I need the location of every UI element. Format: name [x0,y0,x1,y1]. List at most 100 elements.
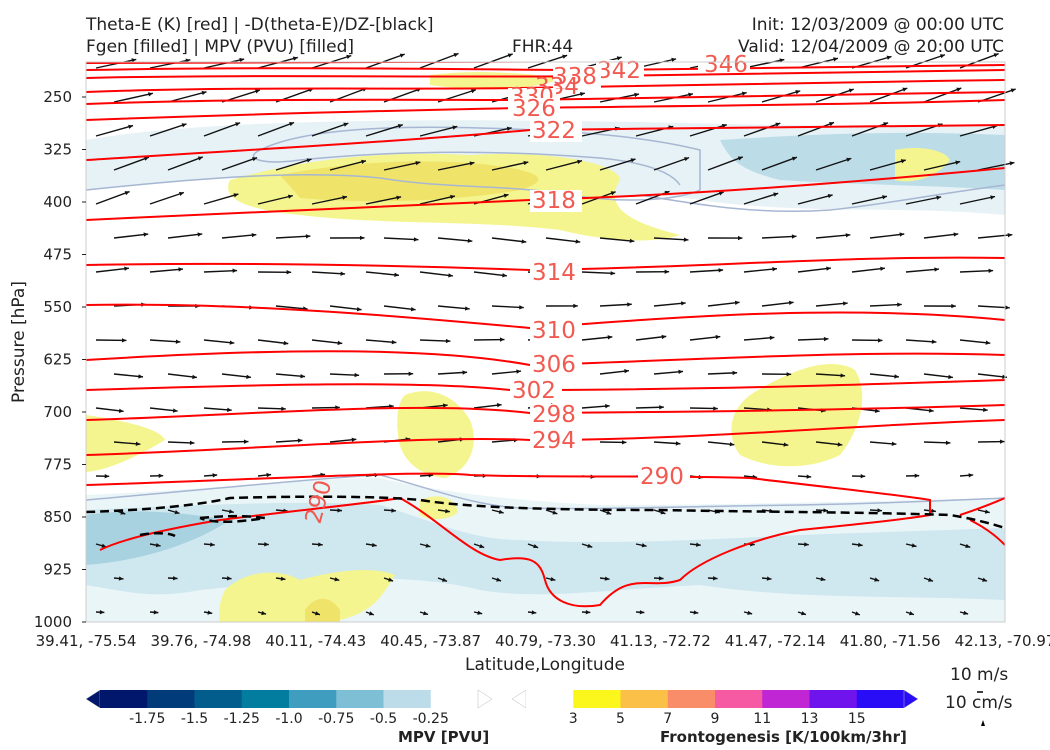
colorbar-tick-label: -1.75 [129,711,165,727]
y-tick-label: 700 [43,403,72,421]
title-line-1: Theta-E (K) [red] | -D(theta-E)/DZ-[blac… [86,15,434,35]
wind-vector-shaft [707,301,740,307]
wind-vector-head [823,508,828,513]
theta-e-line-334 [86,79,1005,93]
wind-vector-shaft [599,237,635,242]
colorbar-tick-label: -0.5 [370,711,397,727]
wind-vector-head [610,271,616,276]
theta-e-label-298: 298 [532,402,576,428]
wind-vector-head [368,611,374,616]
wind-vector-shaft [797,121,835,137]
colorbar-swatch [100,690,148,708]
wind-vector-shaft [491,161,529,171]
colorbar-tick-label: 9 [711,711,720,727]
wind-vector-head [138,374,144,379]
wind-vector-head [715,334,721,340]
wind-vector-head [453,53,459,58]
wind-vector-shaft [743,192,779,205]
wind-reference-vertical: 10 cm/s [945,693,1013,713]
wind-vector-shaft [167,156,204,171]
wind-vector-head [531,610,537,615]
wind-vector-head [897,302,902,307]
wind-vector-shaft [959,407,988,411]
wind-vector-head [1010,88,1016,93]
wind-vector-head [128,124,134,129]
wind-vector-head [688,92,693,97]
y-tick-label: 475 [43,246,72,264]
theta-e-label-326: 326 [512,96,556,122]
wind-vector-head [877,508,882,513]
wind-vector-head [766,576,772,581]
wind-vector-head [605,403,610,409]
wind-vector-head [413,237,419,242]
wind-vector-shaft [689,123,727,137]
wind-vector-head [507,53,513,58]
wind-vector-head [585,610,591,615]
wind-vector-head [783,442,789,447]
wind-vector-shaft [365,339,397,344]
wind-vector-head [143,232,149,237]
wind-vector-head [233,193,239,198]
wind-vector-head [948,374,953,380]
wind-vector-head [955,160,961,165]
wind-vector-head [346,54,352,60]
colorbar-swatch [194,690,243,708]
wind-vector-shaft [203,269,238,273]
wind-vector-shaft [113,156,150,171]
wind-vector-shaft [383,161,421,171]
y-axis: 250 325 400 475 550 625 700 775 850 925 1000 [34,88,86,631]
wind-vector-head [891,441,897,446]
x-tick-label: 40.11, -74.43 [265,632,366,650]
wind-vector-head [940,54,945,59]
wind-vector-head [212,473,218,478]
wind-vector-head [371,542,377,548]
wind-vector-head [246,374,251,379]
wind-vector-head [178,191,184,197]
wind-vector-head [448,273,453,278]
wind-vector-head [155,542,161,548]
wind-vector-shaft [635,335,667,341]
y-tick-label: 400 [43,193,72,211]
wind-vector-head [289,122,295,127]
wind-vector-head [908,611,914,616]
wind-vector-head [788,300,794,305]
wind-vector-shaft [419,339,451,342]
wind-vector-head [786,372,792,377]
init-time: Init: 12/03/2009 @ 00:00 UTC [751,15,1004,35]
wind-vector-head [391,508,396,513]
wind-vector-head [521,239,527,244]
wind-vector-shaft [113,373,144,378]
wind-vector-head [671,57,677,62]
wind-vector-head [172,576,178,581]
wind-vector-shaft [437,237,473,242]
colorbar-swatch [526,690,574,708]
wind-vector-head [911,543,917,548]
wind-vector-head [210,542,215,547]
wind-vector-shaft [203,122,241,137]
wind-vector-shaft [257,121,295,137]
colorbar-tick-label: -1.5 [181,711,208,727]
wind-vector-head [410,307,416,312]
mpv-colorbar-title: MPV [PVU] [398,728,489,746]
wind-vector-shaft [959,124,998,137]
wind-vector-shaft [491,237,527,243]
wind-vector-shaft [491,370,522,375]
colorbar-tick-label: -0.25 [413,711,449,727]
wind-vector-shaft [365,271,400,276]
wind-vector-head [769,335,775,341]
wind-vector-head [228,509,234,514]
y-tick-label: 925 [43,561,72,579]
wind-vector-head [827,193,833,199]
wind-vector-shaft [329,305,362,311]
colorbar-tick-label: -1.0 [275,711,302,727]
wind-vector-shaft [743,122,781,137]
wind-vector-shaft [653,156,690,171]
wind-vector-shaft [383,237,419,241]
wind-vector-head [226,576,232,581]
wind-vector-shaft [437,161,475,171]
wind-vector-head [848,88,854,93]
wind-vector-head [104,474,110,479]
wind-vector-shaft [977,373,1008,379]
wind-vector-shaft [203,407,232,411]
wind-vector-shaft [149,191,185,205]
